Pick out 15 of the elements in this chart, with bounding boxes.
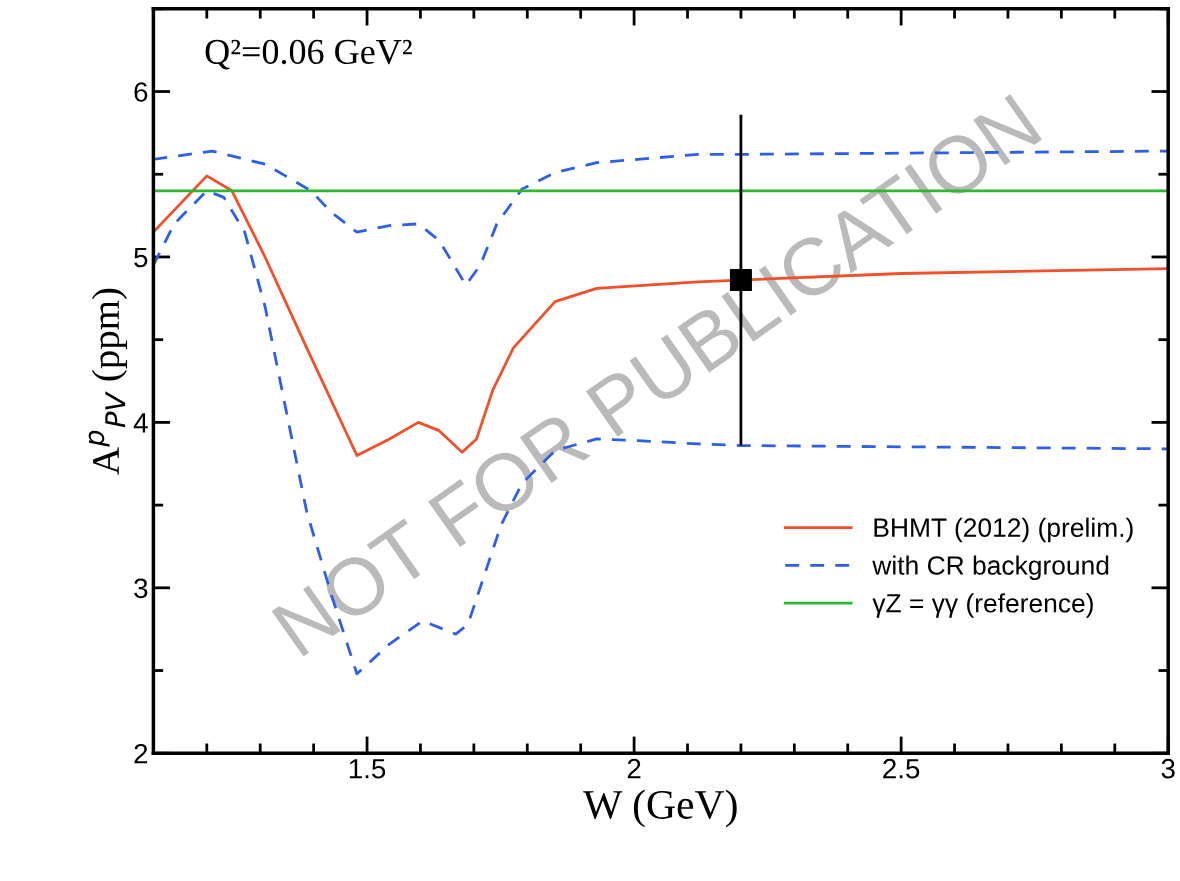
x-tick-label: 1.5	[349, 759, 386, 779]
x-tick-label: 3	[1161, 758, 1175, 779]
x-tick-label: 2.5	[883, 758, 920, 779]
x-tick-label: 2	[627, 758, 641, 779]
y-tick-label: 2	[134, 743, 148, 764]
legend-label: with CR background	[872, 555, 1109, 581]
y-tick-label: 4	[133, 413, 148, 433]
y-tick-label: 5	[134, 247, 148, 268]
legend-label: γZ = γγ (reference)	[872, 593, 1093, 618]
y-axis-title: A$^{p}$$_{PV}$ (ppm)	[88, 288, 128, 475]
y-tick-label: 3	[134, 578, 148, 599]
x-axis-title: W (GeV)	[583, 789, 737, 828]
annotation: Q²=0.06 GeV²	[205, 39, 412, 70]
legend-label: BHMT (2012) (prelim.)	[874, 517, 1133, 543]
y-tick-label: 6	[134, 82, 148, 102]
